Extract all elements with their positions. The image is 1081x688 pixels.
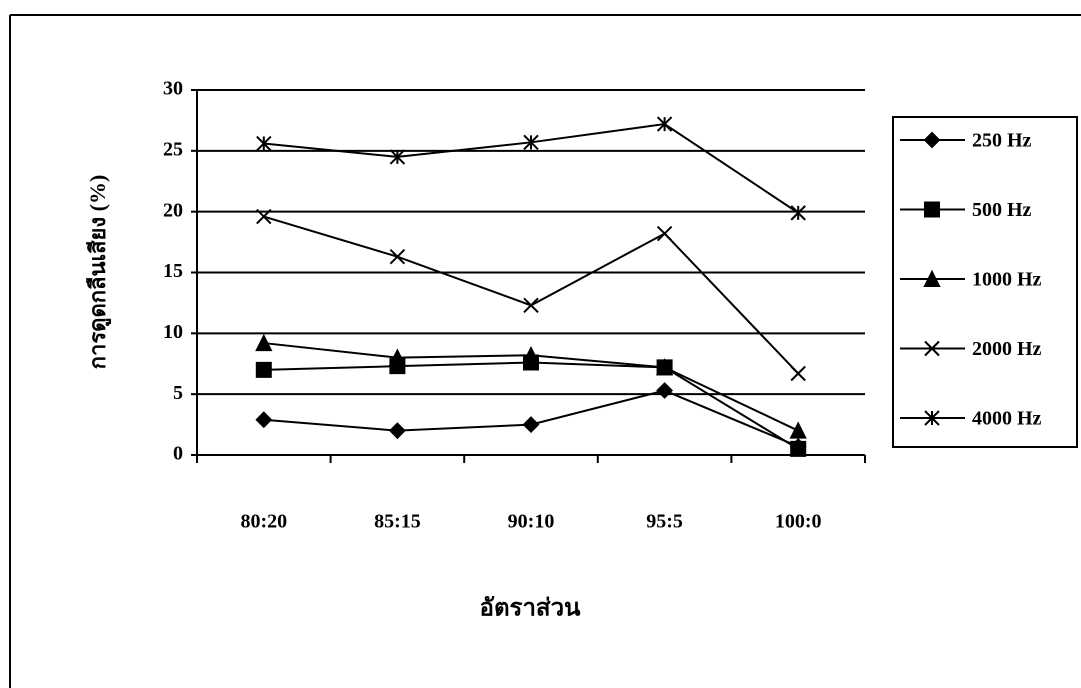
marker	[656, 116, 673, 132]
x-tick-label: 100:0	[775, 511, 822, 533]
series-line	[263, 361, 799, 450]
y-tick-label: 30	[163, 78, 183, 100]
legend-label: 2000 Hz	[972, 338, 1042, 360]
legend-label: 500 Hz	[972, 199, 1032, 221]
marker	[388, 348, 407, 366]
y-tick-label: 15	[163, 260, 183, 282]
marker	[256, 208, 272, 225]
marker	[255, 361, 272, 378]
x-tick-label: 95:5	[646, 511, 683, 533]
marker	[523, 297, 539, 314]
marker	[790, 205, 806, 221]
marker	[389, 248, 406, 265]
marker	[256, 135, 272, 152]
x-tick-label: 80:20	[240, 511, 287, 533]
marker	[789, 421, 807, 439]
marker	[923, 131, 941, 149]
x-axis-title: อัตราส่วน	[480, 596, 581, 622]
marker	[924, 410, 940, 426]
marker	[656, 225, 673, 242]
y-tick-label: 25	[163, 138, 183, 160]
marker	[656, 382, 674, 399]
legend-box	[892, 116, 1078, 448]
marker	[522, 345, 540, 364]
y-axis-title: การดูดกลืนเสียง (%)	[85, 175, 112, 370]
y-tick-label: 5	[173, 382, 183, 404]
marker	[388, 422, 406, 440]
marker	[790, 365, 806, 382]
marker	[255, 411, 273, 429]
x-tick-label: 90:10	[508, 511, 555, 533]
marker	[389, 149, 406, 165]
y-tick-label: 20	[163, 199, 183, 221]
y-tick-label: 10	[163, 321, 183, 343]
legend-label: 4000 Hz	[972, 408, 1042, 430]
marker	[655, 358, 674, 376]
x-tick-label: 85:15	[374, 511, 421, 533]
marker	[924, 340, 940, 357]
marker	[790, 440, 807, 457]
marker	[522, 416, 540, 433]
legend-label: 1000 Hz	[972, 269, 1042, 291]
marker	[255, 333, 273, 352]
marker	[523, 134, 539, 151]
y-tick-label: 0	[173, 443, 183, 465]
marker	[923, 269, 941, 287]
legend-label: 250 Hz	[972, 130, 1032, 152]
marker	[924, 201, 940, 218]
